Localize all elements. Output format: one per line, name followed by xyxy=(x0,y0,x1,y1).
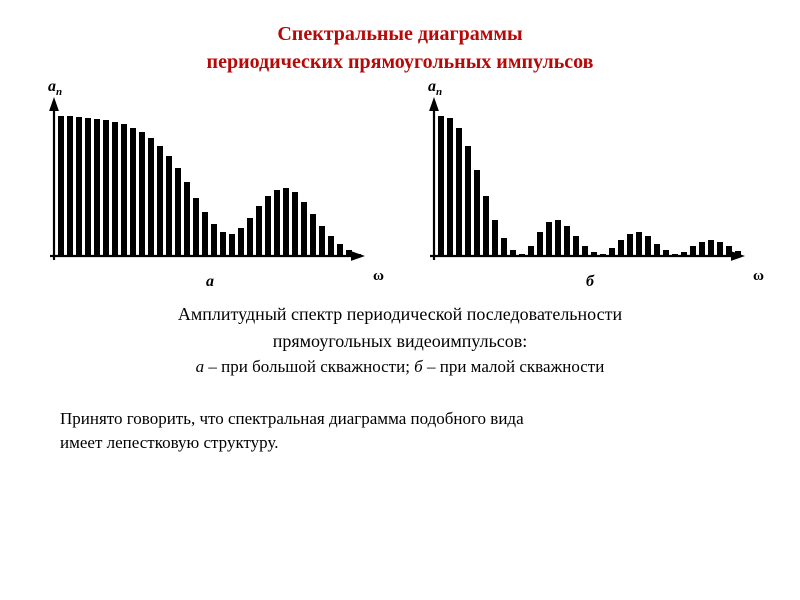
chart-a-x-label: ω xyxy=(373,268,384,285)
chart-b: an ω б xyxy=(420,96,760,291)
legend-b-it: б xyxy=(414,357,423,376)
chart-b-svg xyxy=(420,96,760,271)
footer-text: Принято говорить, что спектральная диагр… xyxy=(40,407,760,455)
chart-b-letter: б xyxy=(420,273,760,291)
caption-line-1: Амплитудный спектр периодической последо… xyxy=(178,304,622,324)
caption: Амплитудный спектр периодической последо… xyxy=(40,301,760,355)
footer-line-1: Принято говорить, что спектральная диагр… xyxy=(60,409,524,428)
legend-a-txt: – при большой скважности; xyxy=(204,357,414,376)
chart-a: an ω а xyxy=(40,96,380,291)
legend-b-txt: – при малой скважности xyxy=(423,357,605,376)
chart-b-y-label: an xyxy=(428,78,442,98)
caption-legend: а – при большой скважности; б – при мало… xyxy=(40,357,760,377)
legend-a-it: а xyxy=(196,357,205,376)
main-title: Спектральные диаграммы периодических пря… xyxy=(40,20,760,76)
chart-b-x-label: ω xyxy=(753,268,764,285)
caption-line-2: прямоугольных видеоимпульсов: xyxy=(273,331,528,351)
charts-container: an ω а an ω б xyxy=(40,96,760,291)
footer-line-2: имеет лепестковую структуру. xyxy=(60,433,279,452)
title-line-2: периодических прямоугольных импульсов xyxy=(207,51,594,73)
chart-a-letter: а xyxy=(40,273,380,291)
chart-a-y-label: an xyxy=(48,78,62,98)
title-line-1: Спектральные диаграммы xyxy=(277,23,522,45)
chart-a-svg xyxy=(40,96,380,271)
